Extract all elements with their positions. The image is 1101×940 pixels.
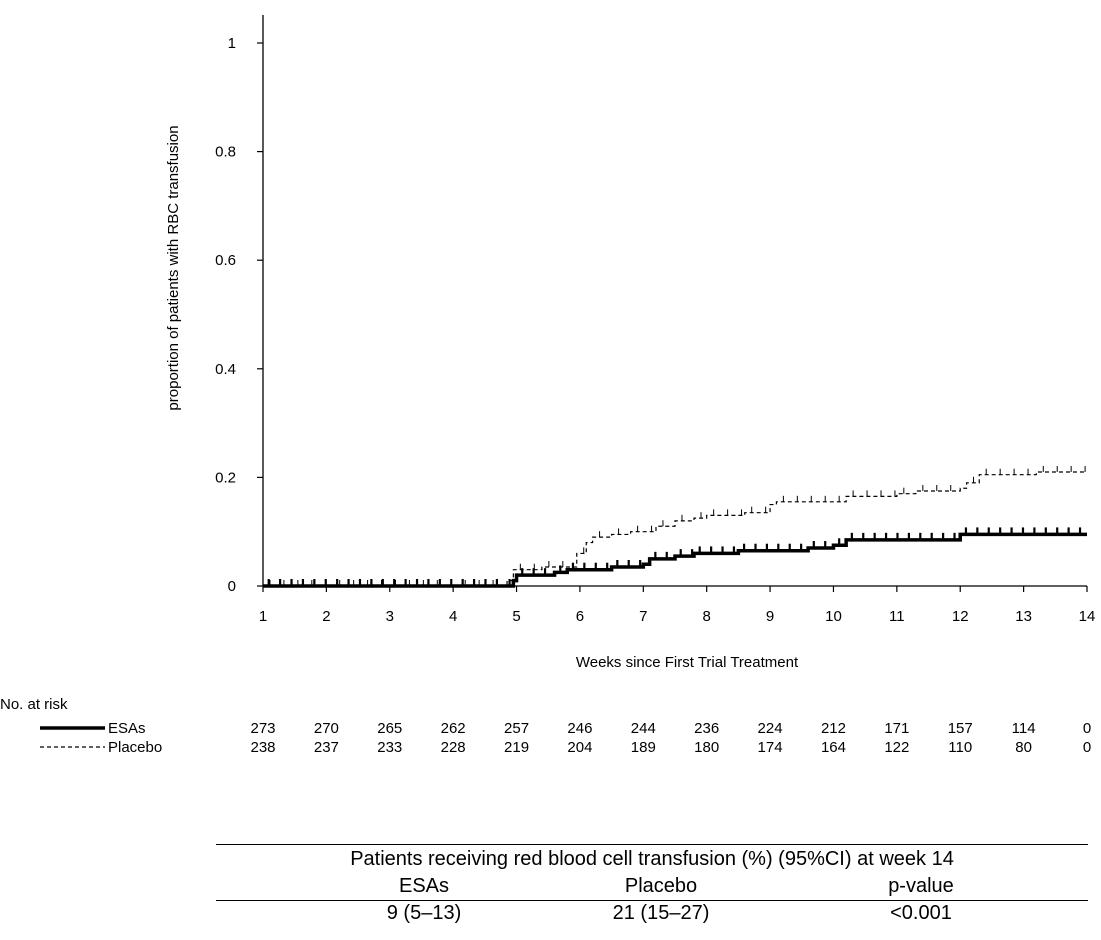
risk-value: 180 [694, 739, 719, 756]
risk-value: 262 [441, 720, 466, 737]
x-tick-label: 13 [1015, 608, 1032, 625]
y-tick-label: 0.6 [215, 252, 236, 269]
risk-row-label: ESAs [108, 720, 146, 737]
header-placebo: Placebo [624, 875, 698, 897]
x-tick-label: 2 [322, 608, 330, 625]
value-esas: 9 (5–13) [386, 902, 462, 924]
risk-table-heading: No. at risk [0, 696, 68, 713]
risk-value: 164 [821, 739, 846, 756]
km-chart: 00.20.40.60.811 2 3 4 5 6 7 8 9 10 11 12 13 14 propor… [0, 15, 1095, 756]
risk-value: 114 [1012, 720, 1036, 737]
x-axis-label: Weeks since First Trial Treatment [576, 654, 799, 671]
x-tick-label: 11 [889, 608, 905, 625]
y-tick-label: 1 [228, 35, 236, 52]
header-esas: ESAs [398, 875, 450, 897]
risk-value: 228 [441, 739, 466, 756]
risk-value: 219 [504, 739, 529, 756]
risk-value: 224 [758, 720, 783, 737]
risk-value: 122 [884, 739, 909, 756]
y-axis-label: proportion of patients with RBC transfus… [165, 125, 182, 410]
series-layer [263, 465, 1087, 588]
risk-value: 204 [567, 739, 592, 756]
series-line-placebo [263, 471, 1087, 587]
x-tick-label: 6 [576, 608, 584, 625]
risk-value: 80 [1015, 739, 1032, 756]
x-tick-label: 12 [952, 608, 969, 625]
y-tick-label: 0.4 [215, 361, 236, 378]
x-tick-label: 3 [386, 608, 394, 625]
x-tick-label: 14 [1079, 608, 1096, 625]
risk-value: 265 [377, 720, 402, 737]
value-p-value: <0.001 [890, 902, 952, 924]
risk-value: 236 [694, 720, 719, 737]
summary-caption: Patients receiving red blood cell transf… [216, 844, 1088, 874]
risk-value: 0 [1083, 720, 1091, 737]
y-tick-label: 0.8 [215, 144, 236, 161]
risk-value: 174 [758, 739, 783, 756]
risk-value: 237 [314, 739, 339, 756]
risk-value: 189 [631, 739, 656, 756]
x-tick-label: 8 [703, 608, 711, 625]
risk-value: 257 [504, 720, 529, 737]
summary-header-row: ESAs Placebo p-value [216, 874, 1088, 901]
x-tick-label: 7 [639, 608, 647, 625]
summary-table: Patients receiving red blood cell transf… [216, 844, 1088, 927]
risk-value: 273 [250, 720, 275, 737]
risk-value: 244 [631, 720, 656, 737]
series-line-esas [263, 532, 1087, 588]
risk-value: 157 [948, 720, 973, 737]
risk-value: 0 [1083, 739, 1091, 756]
risk-value: 212 [821, 720, 846, 737]
risk-value: 233 [377, 739, 402, 756]
x-tick-label: 4 [449, 608, 457, 625]
x-tick-label: 5 [512, 608, 520, 625]
axes: 00.20.40.60.811 2 3 4 5 6 7 8 9 10 11 12 13 14 [215, 15, 1095, 625]
header-p-value: p-value [888, 875, 954, 897]
x-tick-label: 1 [259, 608, 267, 625]
x-tick-label: 9 [766, 608, 774, 625]
risk-value: 246 [567, 720, 592, 737]
summary-data-row: 9 (5–13) 21 (15–27) <0.001 [216, 901, 1088, 927]
x-tick-label: 10 [825, 608, 842, 625]
y-tick-label: 0 [228, 578, 236, 595]
risk-table: No. at risk ESAs 273 270 265 262 257 246 244 236 2… [0, 696, 1091, 756]
risk-value: 171 [884, 720, 909, 737]
value-placebo: 21 (15–27) [612, 902, 710, 924]
risk-value: 238 [250, 739, 275, 756]
risk-value: 270 [314, 720, 339, 737]
risk-row-label: Placebo [108, 739, 162, 756]
y-tick-label: 0.2 [215, 469, 236, 486]
risk-value: 110 [948, 739, 972, 756]
